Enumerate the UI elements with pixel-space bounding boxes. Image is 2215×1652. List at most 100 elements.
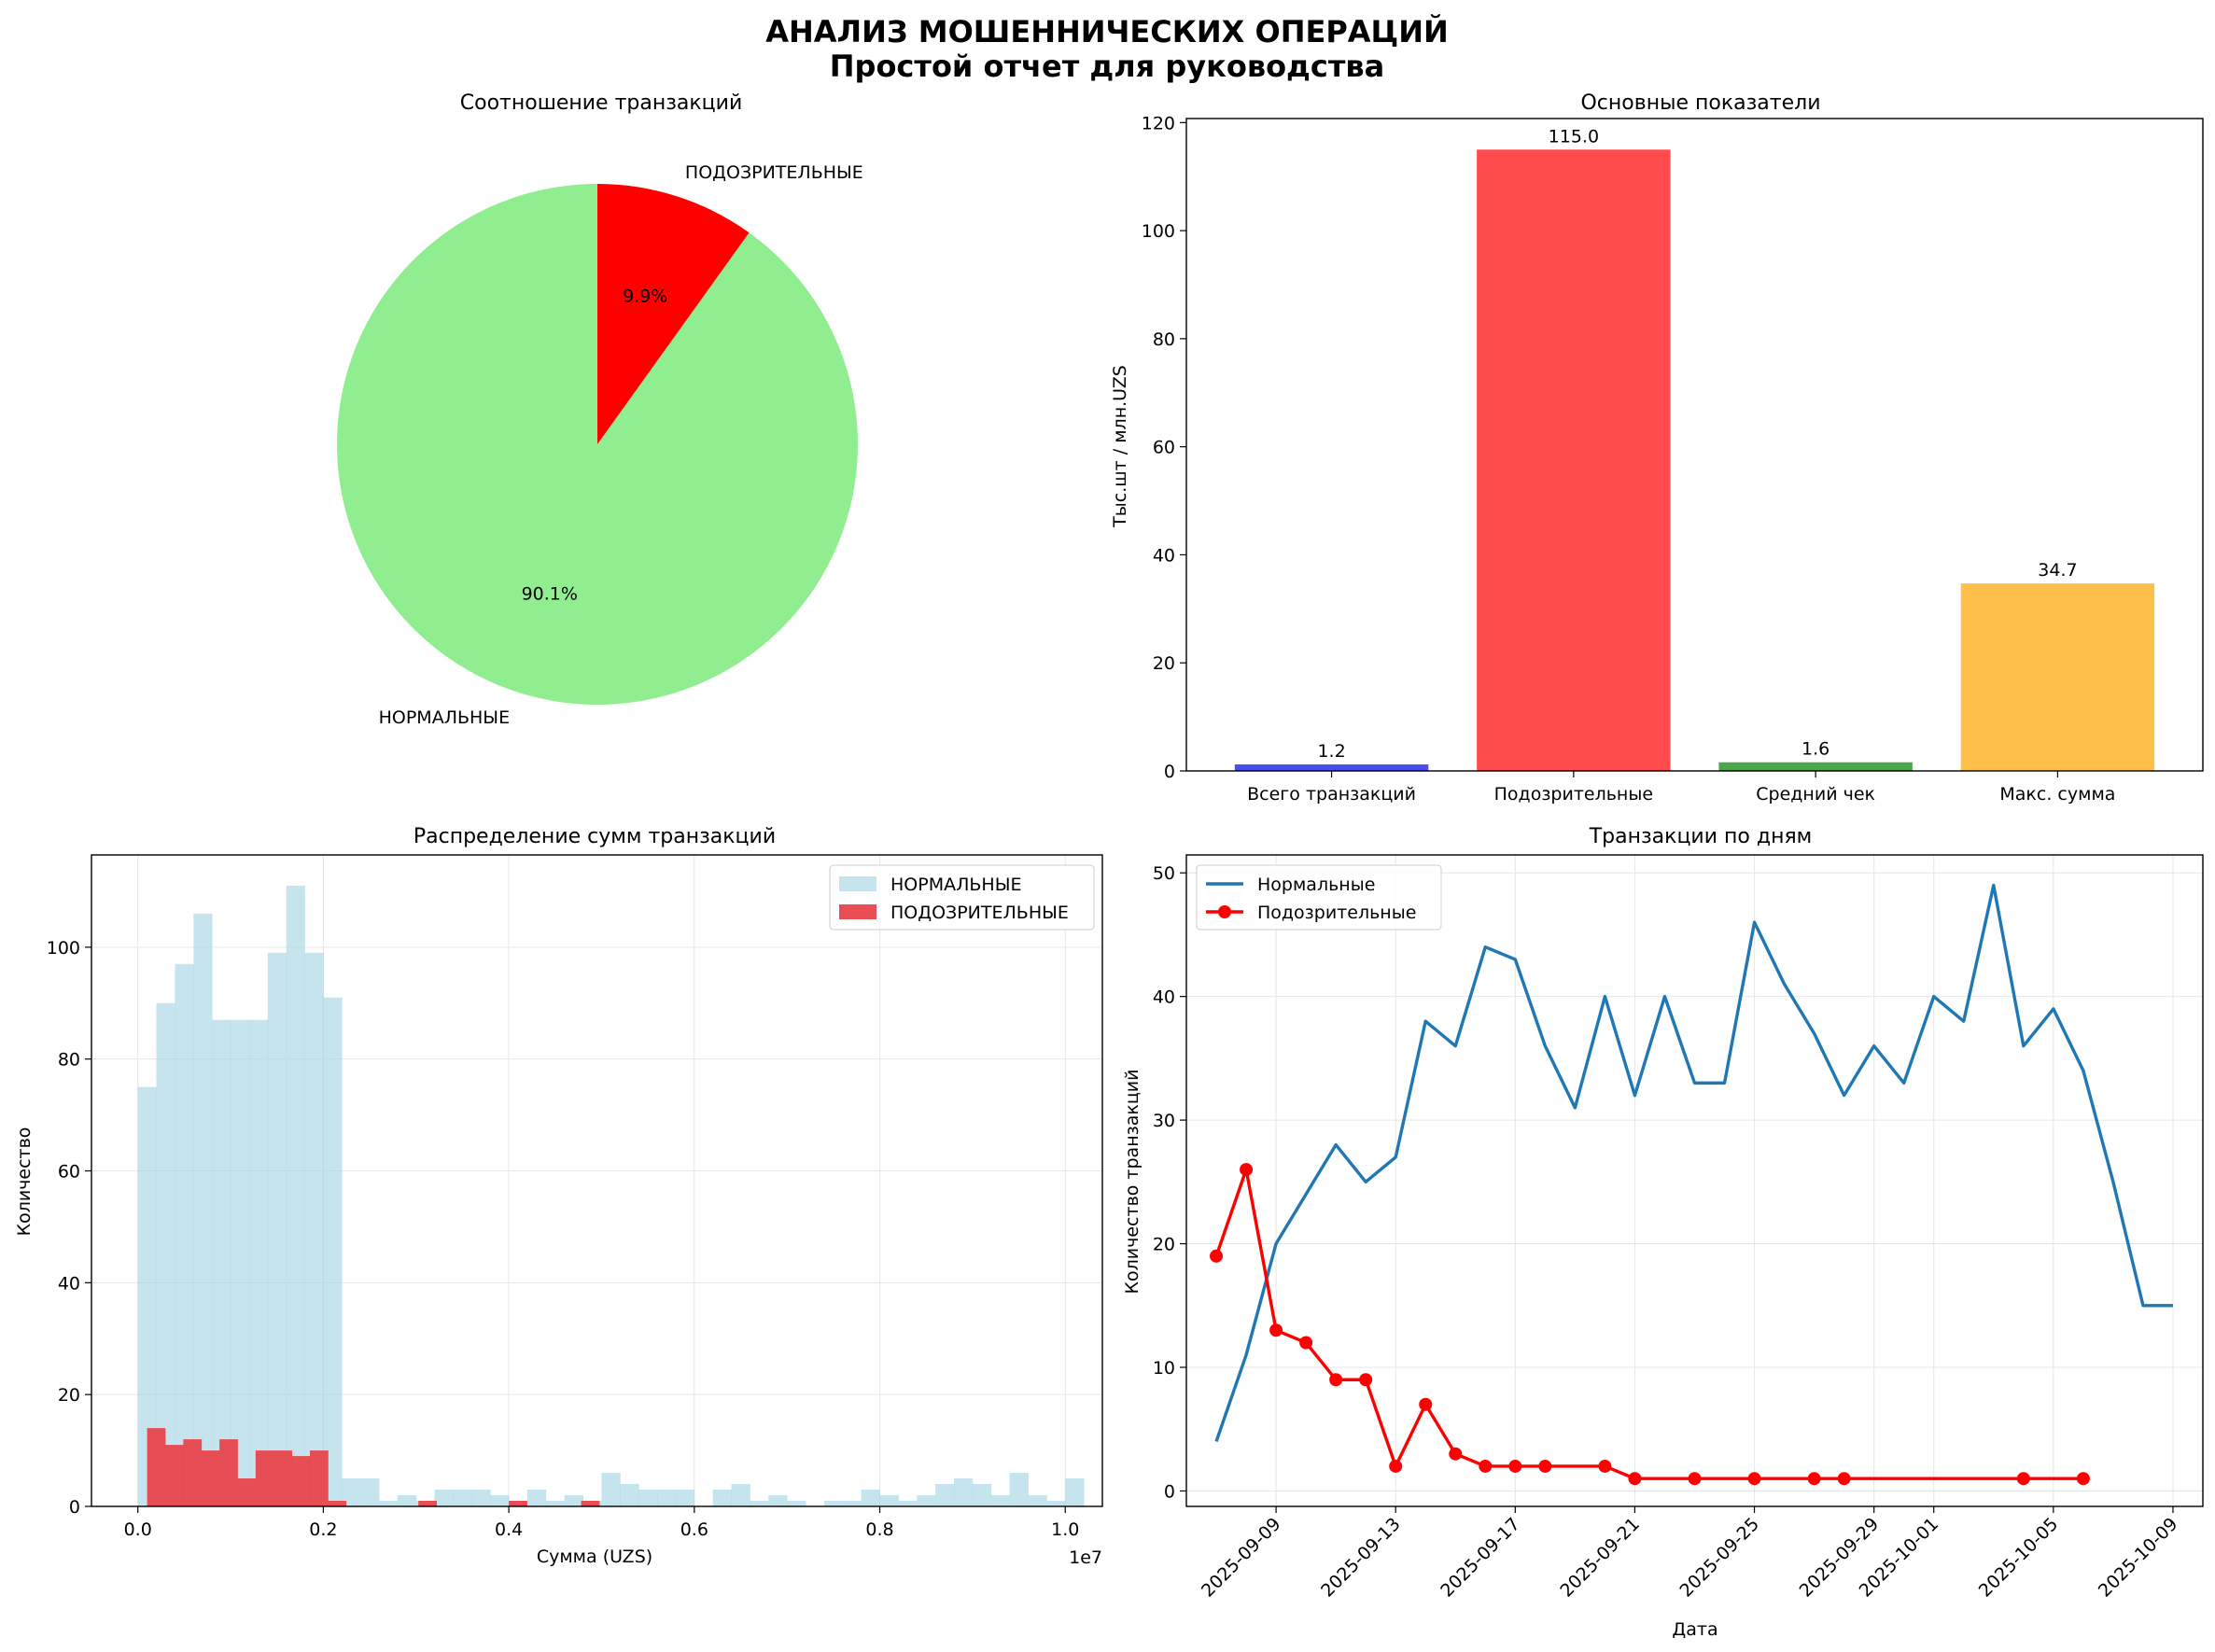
hist-ytick-label-4: 80: [58, 1050, 80, 1071]
line-xtick-label-0: 2025-09-09: [1198, 1514, 1285, 1602]
bar-ytick-label-4: 80: [1153, 329, 1175, 350]
pie-chart: Соотношение транзакций НОРМАЛЬНЫЕ 90.1% ПО…: [336, 91, 863, 728]
pie-label-1: ПОДОЗРИТЕЛЬНЫЕ: [685, 162, 863, 183]
bar-3: [1960, 583, 2155, 771]
line-point-1-0: [1210, 1249, 1224, 1263]
line-point-1-9: [1479, 1459, 1493, 1473]
line-xtick-label-2: 2025-09-17: [1437, 1514, 1524, 1602]
hist-bar-0-3: [193, 913, 213, 1506]
hist-plot-frame: [91, 854, 1103, 1507]
hist-ytick-label-1: 20: [58, 1385, 80, 1406]
line-ylabel: Количество транзакций: [1122, 1070, 1143, 1295]
hist-legend-swatch-0: [839, 876, 876, 891]
hist-bar-0-37: [823, 1501, 844, 1506]
line-point-1-13: [1628, 1472, 1642, 1486]
hist-bar-0-5: [231, 1019, 250, 1506]
hist-ytick-label-0: 0: [69, 1497, 80, 1518]
bar-ylabel: Тыс.шт / млн.UZS: [1110, 365, 1130, 528]
bar-xtick-label-2: Средний чек: [1756, 784, 1875, 805]
bar-plot-frame: [1185, 118, 2204, 772]
line-series-1: [1214, 1168, 2083, 1480]
line-legend-box: [1196, 864, 1442, 931]
hist-bar-0-13: [379, 1501, 399, 1506]
histogram-chart: Распределение сумм транзакций 0.0 0.2 0.4 0…: [14, 825, 1103, 1568]
hist-bar-1-10: [328, 1501, 347, 1506]
bar-0: [1234, 764, 1429, 771]
hist-bar-1-9: [309, 1450, 329, 1506]
line-plot-frame: [1185, 854, 2204, 1507]
hist-xtick-label-2: 0.4: [495, 1519, 523, 1540]
line-series-0: [1214, 883, 2173, 1443]
pie-pct-0: 90.1%: [522, 583, 578, 604]
bar-ytick-label-0: 0: [1164, 762, 1175, 782]
hist-bar-0-1: [156, 1002, 175, 1506]
line-point-1-17: [1837, 1472, 1851, 1486]
hist-bar-0-0: [137, 1086, 157, 1506]
bar-chart: Основные показатели 1.2 Всего транзакций 1…: [1110, 91, 2204, 805]
hist-bar-0-28: [657, 1490, 677, 1506]
bar-ytick-label-5: 100: [1142, 221, 1175, 242]
hist-bar-0-21: [526, 1490, 547, 1506]
bar-xtick-label-3: Макс. сумма: [1999, 784, 2115, 805]
hist-ytick-label-2: 40: [58, 1273, 80, 1294]
bar-title: Основные показатели: [1580, 91, 1820, 115]
bar-xtick-label-1: Подозрительные: [1494, 784, 1653, 805]
line-ytick-label-2: 20: [1153, 1235, 1175, 1255]
bar-ytick-label-2: 40: [1153, 545, 1175, 566]
hist-bar-0-19: [490, 1495, 510, 1506]
hist-xtick-label-1: 0.2: [309, 1519, 337, 1540]
hist-bar-0-43: [935, 1484, 955, 1506]
pie-slice-0: [336, 184, 858, 705]
line-point-1-16: [1807, 1472, 1821, 1486]
hist-bar-0-50: [1065, 1478, 1085, 1506]
bar-value-label-1: 115.0: [1549, 126, 1599, 147]
hist-ylabel: Количество: [14, 1127, 35, 1237]
hist-legend-swatch-1: [839, 904, 876, 919]
bar-1: [1477, 149, 1671, 772]
hist-bar-1-8: [291, 1456, 311, 1506]
hist-bar-0-16: [434, 1490, 454, 1506]
line-xtick-label-7: 2025-10-05: [1975, 1514, 2063, 1602]
hist-bar-0-18: [471, 1490, 491, 1506]
hist-bar-0-14: [397, 1495, 417, 1506]
line-point-1-19: [2076, 1472, 2090, 1486]
hist-xtick-label-3: 0.6: [680, 1519, 708, 1540]
line-xlabel: Дата: [1672, 1619, 1717, 1640]
hist-bar-1-5: [237, 1478, 257, 1506]
hist-bar-0-2: [175, 963, 194, 1506]
hist-bar-1-0: [147, 1428, 166, 1506]
figure-subtitle: Простой отчет для руководства: [830, 49, 1385, 84]
line-legend-marker-1: [1218, 905, 1231, 918]
bar-xtick-label-0: Всего транзакций: [1247, 784, 1416, 805]
hist-bar-0-34: [768, 1495, 788, 1506]
hist-bar-1-15: [418, 1501, 438, 1506]
hist-bar-0-27: [638, 1490, 658, 1506]
line-xtick-label-8: 2025-10-09: [2095, 1514, 2182, 1602]
hist-xtick-label-4: 0.8: [865, 1519, 893, 1540]
line-point-1-12: [1598, 1459, 1612, 1473]
hist-bar-0-11: [342, 1478, 361, 1506]
pie-pct-1: 9.9%: [623, 287, 667, 307]
line-xtick-label-1: 2025-09-13: [1317, 1514, 1405, 1602]
hist-bar-1-20: [509, 1501, 527, 1506]
pie-label-0: НОРМАЛЬНЫЕ: [379, 707, 510, 728]
hist-legend-label-1: ПОДОЗРИТЕЛЬНЫЕ: [890, 903, 1069, 923]
hist-title: Распределение сумм транзакций: [414, 825, 776, 848]
line-point-1-11: [1538, 1459, 1552, 1473]
hist-bar-0-17: [453, 1490, 472, 1506]
line-point-1-7: [1419, 1397, 1433, 1411]
hist-bar-0-44: [954, 1478, 974, 1506]
hist-bar-0-40: [879, 1495, 899, 1506]
hist-xlabel: Сумма (UZS): [537, 1547, 652, 1567]
hist-bar-0-31: [712, 1490, 732, 1506]
line-point-1-5: [1359, 1373, 1373, 1387]
line-point-1-10: [1508, 1459, 1522, 1473]
hist-ytick-label-5: 100: [47, 938, 80, 959]
hist-xtick-label-5: 1.0: [1051, 1519, 1079, 1540]
hist-bar-0-49: [1046, 1501, 1066, 1506]
hist-bar-1-24: [581, 1501, 600, 1506]
bar-value-label-0: 1.2: [1317, 741, 1345, 762]
figure-title: АНАЛИЗ МОШЕННИЧЕСКИХ ОПЕРАЦИЙ: [765, 14, 1449, 49]
hist-bar-0-26: [620, 1484, 639, 1506]
hist-bar-1-4: [219, 1439, 238, 1506]
